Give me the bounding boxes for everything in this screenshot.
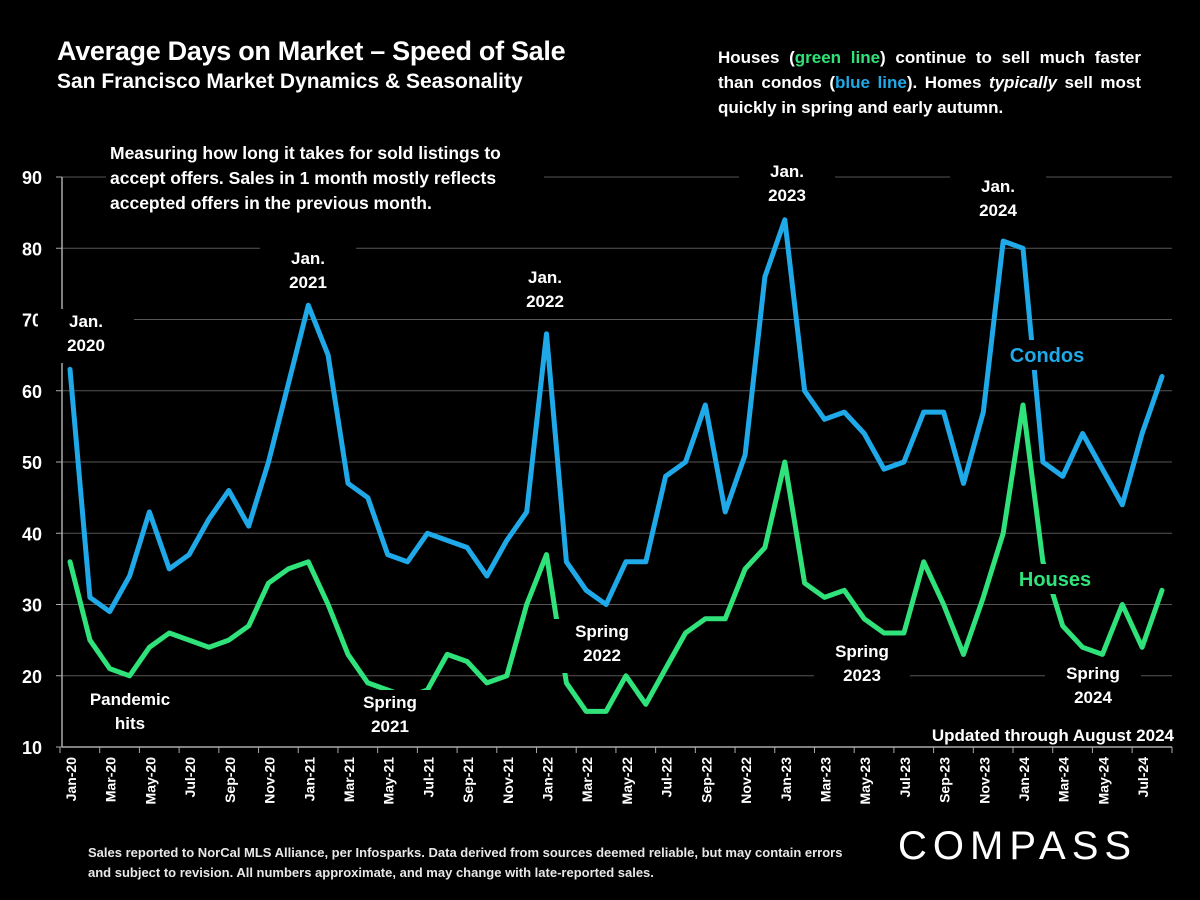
- legend-label-houses: Houses: [1019, 569, 1091, 591]
- x-tick-label: Mar-20: [103, 757, 119, 802]
- annotation-label: 2023: [843, 666, 881, 685]
- y-tick-label: 80: [22, 239, 42, 259]
- annotation-bg: [814, 639, 910, 693]
- annotation-label: 2024: [979, 201, 1017, 220]
- x-tick-label: Jan-20: [63, 757, 79, 802]
- annotation-bg: [82, 687, 178, 741]
- annotation-bg: [260, 246, 356, 300]
- y-tick-label: 50: [22, 453, 42, 473]
- annotation-bg: [918, 720, 1176, 744]
- note-text: ) continue to sell much faster than cond…: [718, 48, 1141, 92]
- gridlines: [62, 176, 1172, 677]
- series-label-bg: [1015, 564, 1095, 594]
- x-tick-label: Sep-22: [698, 757, 714, 803]
- annotation-label: Jan.: [528, 268, 562, 287]
- x-tick-label: May-22: [619, 757, 635, 805]
- page-title: Average Days on Market – Speed of Sale: [57, 36, 566, 66]
- x-tick-label: Jan-24: [1016, 757, 1032, 802]
- y-tick-label: 40: [22, 524, 42, 544]
- x-tick-label: Jul-20: [182, 757, 198, 798]
- x-tick-label: Jan-22: [540, 757, 556, 802]
- annotation-label: 2022: [583, 646, 621, 665]
- note-text: sell most quickly in spring and early au…: [718, 73, 1141, 117]
- x-tick-label: Jul-23: [897, 757, 913, 798]
- x-tick-label: May-20: [142, 757, 158, 805]
- y-tick-label: 10: [22, 738, 42, 758]
- annotation-label: 2022: [526, 292, 564, 311]
- x-tick-label: Nov-23: [976, 757, 992, 804]
- x-tick-label: Nov-20: [262, 757, 278, 804]
- x-tick-label: Sep-23: [937, 757, 953, 803]
- annotation-label: 2021: [371, 717, 409, 736]
- x-tick-label: Sep-20: [222, 757, 238, 803]
- annotation-label: Pandemic: [90, 690, 170, 709]
- measurement-note: Measuring how long it takes for sold lis…: [106, 141, 544, 216]
- y-tick-label: 90: [22, 168, 42, 188]
- annotation-label: Spring: [835, 642, 889, 661]
- x-tick-label: Jul-21: [420, 757, 436, 798]
- x-tick-label: Nov-21: [500, 757, 516, 804]
- annotation-label: Spring: [1066, 664, 1120, 683]
- annotation-bg: [739, 159, 835, 213]
- annotation-label: 2023: [768, 186, 806, 205]
- annotation-bg: [342, 690, 438, 744]
- annotation-label: Jan.: [69, 312, 103, 331]
- page-subtitle: San Francisco Market Dynamics & Seasonal…: [57, 70, 523, 93]
- x-tick-label: May-23: [857, 757, 873, 805]
- annotation-bg: [497, 265, 593, 319]
- annotation-bg: [1045, 661, 1141, 715]
- updated-label: Updated through August 2024: [932, 726, 1175, 745]
- annotation-label: 2021: [289, 273, 327, 292]
- axes: 10 20 30 40 50 60 70 80 90 Jan-20 Mar-20 May-20 Jul-…: [22, 168, 1173, 805]
- green-line-text: green line: [794, 48, 881, 67]
- note-text: Houses (: [718, 48, 795, 67]
- annotation-label: Jan.: [291, 249, 325, 268]
- annotation-label: Jan.: [981, 177, 1015, 196]
- annotation-label: 2020: [67, 336, 105, 355]
- x-tick-label: May-21: [381, 757, 397, 805]
- compass-logo: COMPASS: [898, 824, 1138, 868]
- x-tick-label: Jan-23: [778, 757, 794, 802]
- y-tick-label: 60: [22, 382, 42, 402]
- annotation-bg: [38, 309, 134, 363]
- note-text: ). Homes: [906, 73, 989, 92]
- annotation-bg: [950, 174, 1046, 228]
- x-tick-label: Mar-21: [341, 757, 357, 802]
- series-line-condos: [67, 217, 1165, 615]
- x-tick-label: Jul-22: [659, 757, 675, 798]
- series-line-houses: [67, 402, 1165, 714]
- x-tick-label: Mar-23: [817, 757, 833, 802]
- x-tick-label: Nov-22: [738, 757, 754, 804]
- annotation-label: Spring: [363, 693, 417, 712]
- x-tick-label: Sep-21: [460, 757, 476, 803]
- annotation-label: hits: [115, 714, 145, 733]
- annotation-label: Jan.: [770, 162, 804, 181]
- x-tick-label: Mar-22: [579, 757, 595, 802]
- blue-line-text: blue line: [835, 73, 907, 92]
- commentary: Houses (green line) continue to sell muc…: [718, 45, 1141, 120]
- y-tick-label: 70: [22, 311, 42, 331]
- y-tick-label: 30: [22, 596, 42, 616]
- x-tick-label: Mar-24: [1056, 757, 1072, 802]
- series-lines: [67, 217, 1165, 714]
- legend-label-condos: Condos: [1010, 345, 1084, 367]
- annotations: Jan. 2020 Pandemic hits Jan. 2021 Spring 2021 Ja…: [38, 159, 1176, 745]
- y-tick-label: 20: [22, 667, 42, 687]
- annotation-label: 2024: [1074, 688, 1112, 707]
- series-label-bg: [1007, 340, 1087, 370]
- annotation-label: Spring: [575, 622, 629, 641]
- footer-disclaimer: Sales reported to NorCal MLS Alliance, p…: [88, 845, 843, 880]
- x-tick-label: Jul-24: [1135, 757, 1151, 798]
- note-italic: typically: [988, 73, 1057, 92]
- x-tick-label: May-24: [1095, 757, 1111, 805]
- annotation-bg: [554, 619, 650, 673]
- x-tick-label: Jan-21: [301, 757, 317, 802]
